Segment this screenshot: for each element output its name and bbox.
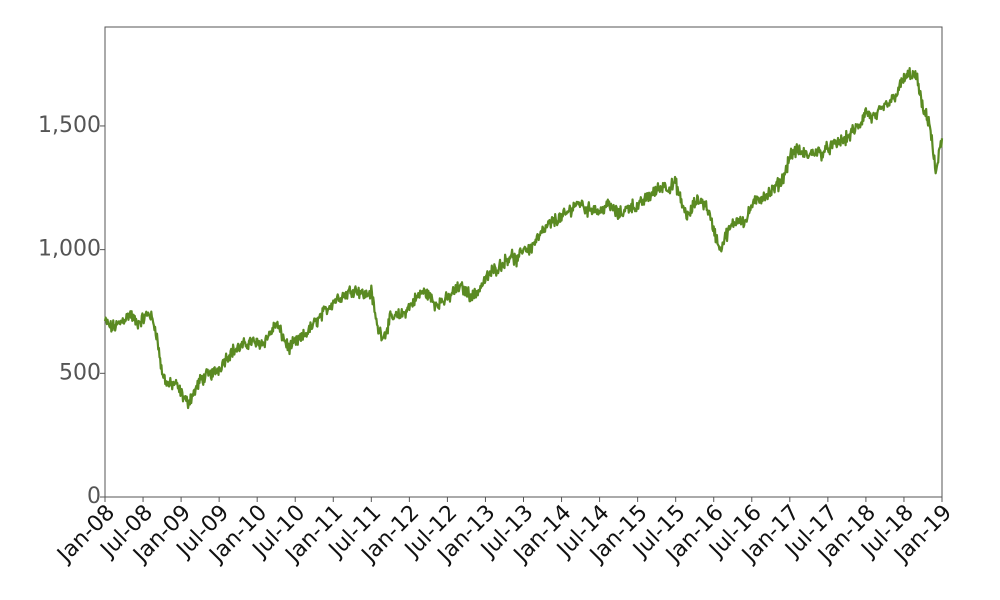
y-tick-label: 1,500 bbox=[38, 113, 101, 138]
y-tick-label: 0 bbox=[87, 484, 101, 509]
series-line bbox=[103, 67, 944, 410]
y-tick-label: 500 bbox=[59, 360, 101, 385]
y-tick-label: 1,000 bbox=[38, 237, 101, 262]
x-axis: Jan-08Jul-08Jan-09Jul-09Jan-10Jul-10Jan-… bbox=[52, 497, 957, 569]
series-layer bbox=[103, 67, 944, 410]
plot-frame bbox=[104, 26, 943, 498]
y-axis: 0 500 1,000 1,500 bbox=[38, 113, 105, 509]
